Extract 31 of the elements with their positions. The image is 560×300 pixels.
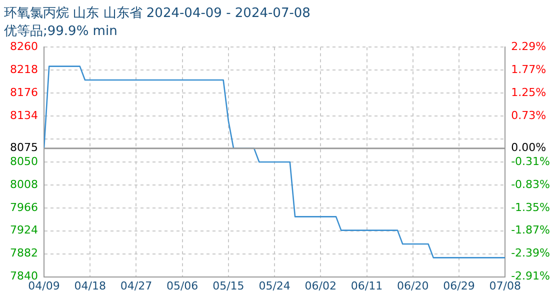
y-tick-label: 7924 — [10, 224, 38, 237]
y-tick-label: 8050 — [10, 154, 38, 168]
x-tick-label: 05/06 — [166, 279, 198, 292]
y2-tick-label: -0.31% — [511, 154, 550, 168]
x-tick-label: 06/02 — [304, 279, 336, 292]
x-tick-label: 06/20 — [397, 279, 429, 292]
y2-tick-label: -1.87% — [511, 224, 550, 237]
y2-tick-label: 0.73% — [511, 108, 546, 122]
chart-subtitle: 优等品;99.9% min — [4, 24, 118, 39]
chart-title: 环氧氯丙烷 山东 山东省 2024-04-09 - 2024-07-08 — [4, 6, 310, 22]
y-tick-label: 7882 — [10, 246, 38, 260]
y2-tick-label: -0.83% — [511, 178, 550, 191]
y-tick-label: 8218 — [10, 63, 38, 76]
y-tick-label: 8134 — [10, 108, 38, 122]
y2-tick-label: -2.39% — [511, 246, 550, 260]
y2-tick-label: -1.35% — [511, 200, 550, 214]
x-tick-label: 06/29 — [443, 279, 475, 292]
y2-tick-label: 2.29% — [511, 40, 546, 54]
y-tick-label: 8260 — [10, 40, 38, 54]
y2-tick-label: 0.00% — [511, 141, 546, 154]
y2-tick-label: 1.77% — [511, 63, 546, 76]
x-tick-label: 04/27 — [120, 279, 152, 292]
y2-tick-label: 1.25% — [511, 86, 546, 99]
y-tick-label: 8075 — [10, 141, 38, 154]
x-tick-label: 05/15 — [212, 279, 244, 292]
y-tick-label: 7966 — [10, 200, 38, 214]
x-tick-label: 04/18 — [74, 279, 106, 292]
y-tick-label: 8176 — [10, 86, 38, 99]
x-tick-label: 05/24 — [258, 279, 290, 292]
x-tick-label: 06/11 — [350, 279, 383, 292]
y-tick-label: 8008 — [10, 178, 38, 191]
